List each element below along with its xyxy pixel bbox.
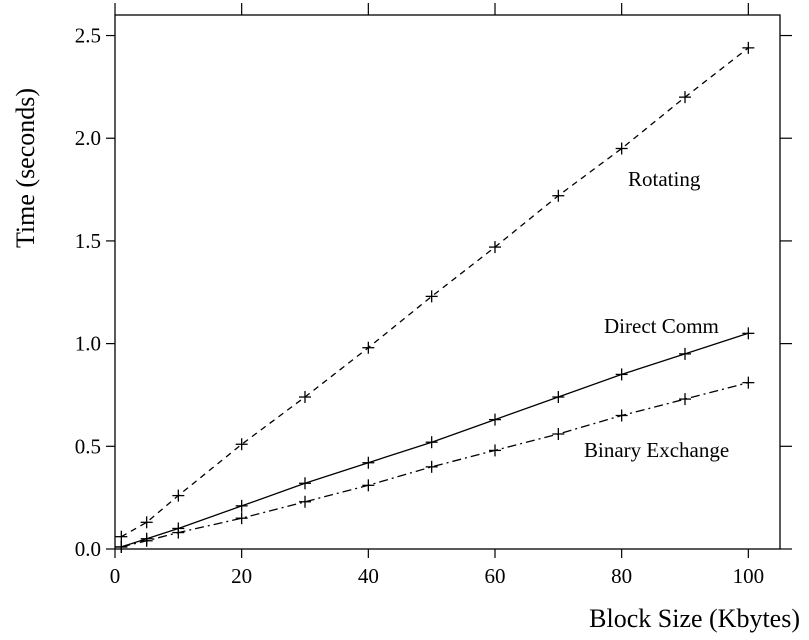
data-point (140, 516, 153, 529)
data-point (742, 41, 755, 54)
data-point (489, 413, 501, 426)
series-line-direct-comm (121, 332, 749, 548)
data-point (299, 391, 311, 404)
data-point (679, 393, 691, 406)
data-point (615, 142, 628, 155)
x-tick-label: 40 (358, 564, 379, 588)
x-tick-label: 60 (485, 564, 506, 588)
series-line-binary-exchange (121, 381, 749, 548)
x-axis: 0 20 40 60 80 100 (110, 3, 764, 588)
data-point (235, 512, 248, 525)
x-tick-label: 80 (611, 564, 632, 588)
y-tick-label: 0.5 (75, 434, 101, 458)
series-label-rotating: Rotating (628, 167, 701, 191)
y-axis-title: Time (seconds) (11, 88, 40, 248)
data-point (552, 427, 565, 440)
y-tick-label: 2.5 (75, 24, 101, 48)
data-point (172, 489, 185, 502)
data-point (299, 495, 311, 508)
data-point (235, 499, 248, 512)
y-tick-label: 1.5 (75, 229, 101, 253)
data-point (679, 347, 691, 360)
data-point (742, 376, 755, 389)
series-rotating: Rotating (115, 41, 755, 543)
data-point (362, 479, 375, 492)
series-line-rotating (120, 47, 749, 538)
data-point (362, 341, 375, 354)
x-tick-label: 20 (231, 564, 252, 588)
x-tick-label: 100 (733, 564, 765, 588)
data-point (172, 526, 185, 539)
plot-border (114, 14, 781, 550)
x-tick-label: 0 (110, 564, 121, 588)
data-point (679, 91, 691, 104)
series-group: Rotating Direct Comm Binary Exchange (115, 41, 755, 553)
data-point (615, 409, 628, 422)
data-point (552, 391, 565, 404)
y-tick-label: 0.0 (75, 537, 101, 561)
data-point (615, 368, 628, 381)
series-binary-exchange: Binary Exchange (115, 376, 755, 553)
y-tick-label: 2.0 (75, 126, 101, 150)
data-point (425, 436, 438, 449)
series-label-binary-exchange: Binary Exchange (584, 438, 729, 462)
data-point (115, 540, 128, 553)
data-point (489, 444, 501, 457)
data-point (489, 241, 501, 254)
data-point (425, 290, 438, 303)
series-label-direct-comm: Direct Comm (604, 314, 719, 338)
data-point (140, 534, 153, 547)
data-point (115, 530, 128, 543)
data-point (552, 189, 565, 202)
data-point (362, 456, 375, 469)
series-direct-comm: Direct Comm (115, 314, 755, 553)
data-point (235, 438, 248, 451)
x-axis-title: Block Size (Kbytes) (589, 604, 800, 633)
y-tick-label: 1.0 (75, 332, 101, 356)
plot-frame (114, 14, 781, 550)
data-point (742, 327, 755, 340)
data-point (299, 477, 311, 490)
y-axis: 0.0 0.5 1.0 1.5 2.0 2.5 (75, 24, 792, 561)
data-point (425, 460, 438, 473)
